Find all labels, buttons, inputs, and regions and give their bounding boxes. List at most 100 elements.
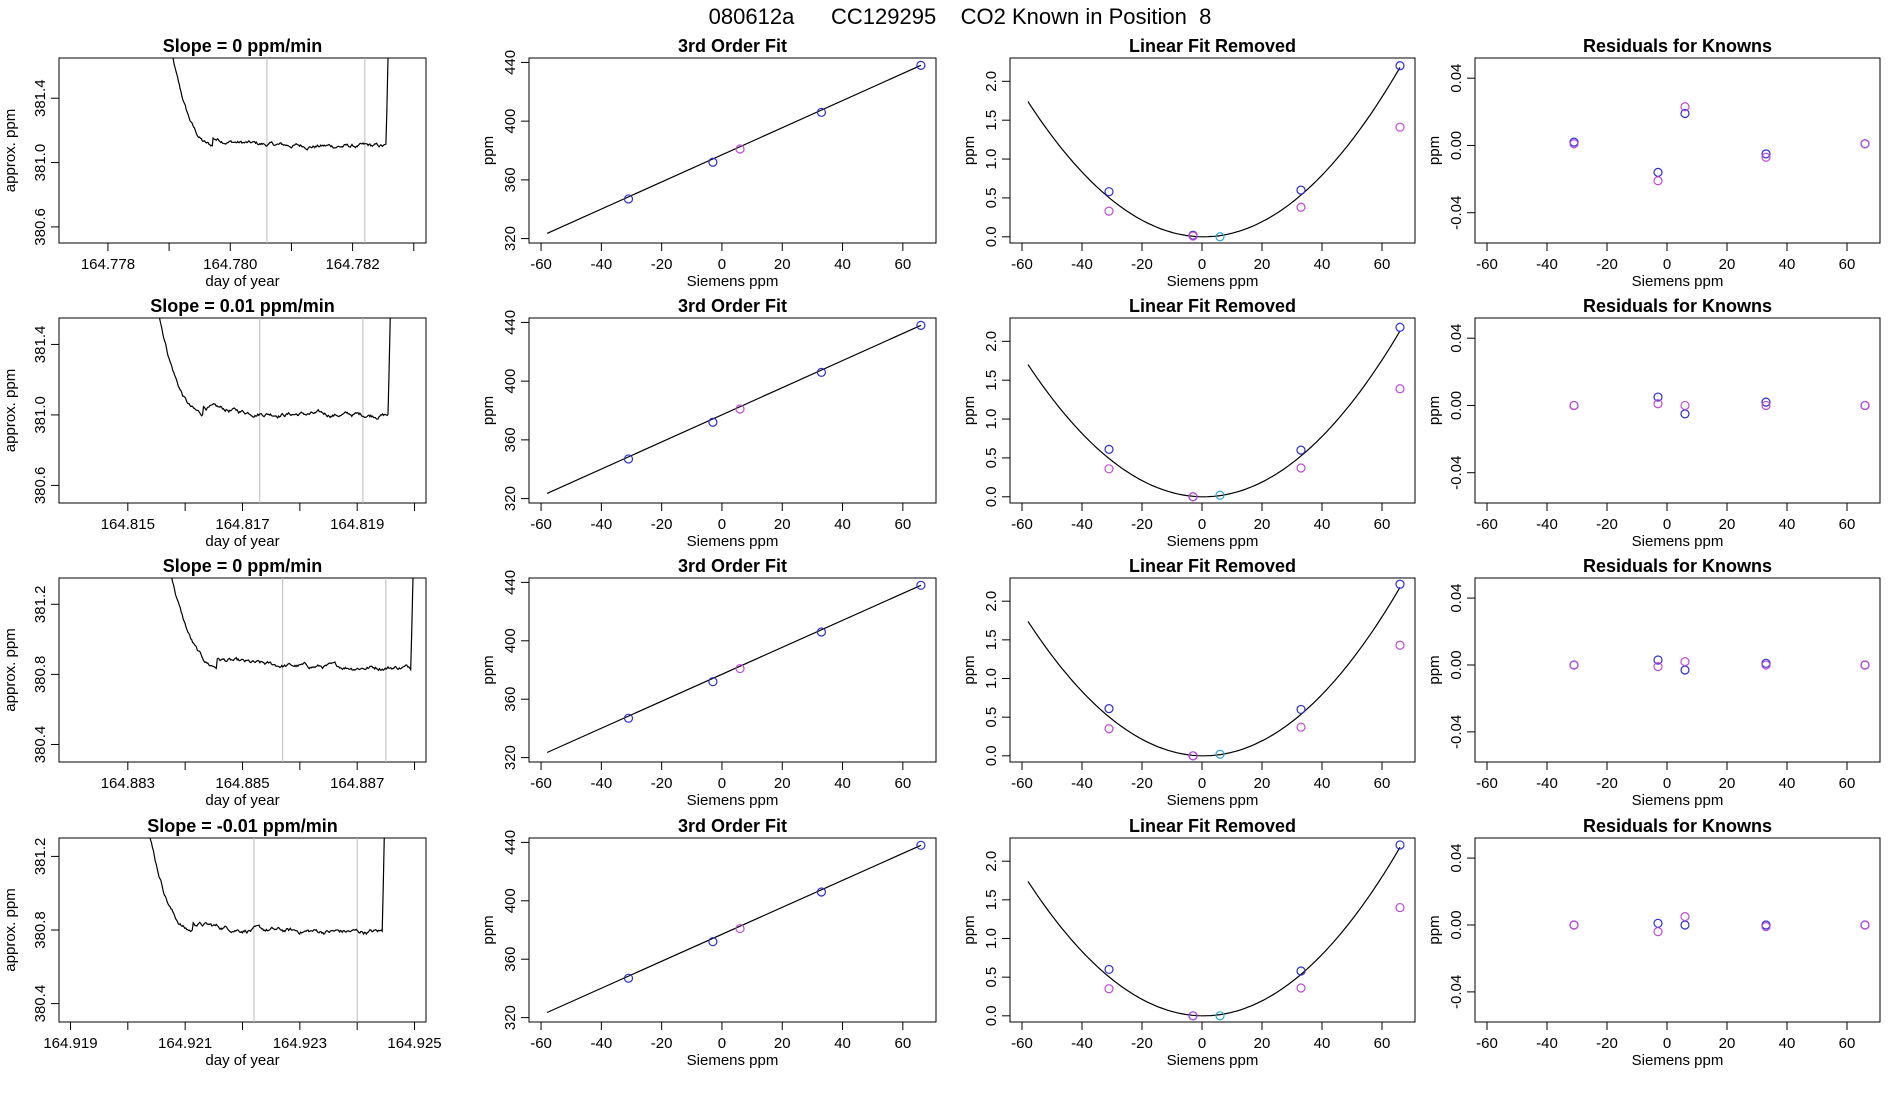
panel-r3-c3: Residuals for Knowns -60 -40 -20 0 20 40 60 -0.0… [1426, 816, 1881, 1069]
x-tick-label: 20 [1254, 256, 1271, 273]
x-tick-label: 0 [1198, 775, 1206, 792]
x-tick-label: 164.887 [330, 775, 384, 792]
x-tick-label: 0 [1663, 1035, 1671, 1052]
x-axis-label: day of year [205, 792, 279, 809]
x-tick-label: 60 [894, 516, 911, 533]
panel-title: Linear Fit Removed [1129, 556, 1296, 576]
x-tick-label: 40 [1314, 256, 1331, 273]
x-tick-label: 20 [1254, 1035, 1271, 1052]
x-axis-label: day of year [205, 273, 279, 290]
plot-area [1569, 912, 1870, 937]
data-point [1395, 840, 1405, 850]
plot-area [172, 58, 389, 243]
x-tick-label: 0 [1663, 516, 1671, 533]
data-point [1761, 660, 1771, 670]
x-tick-label: -60 [1011, 775, 1033, 792]
x-tick-label: 40 [1314, 1035, 1331, 1052]
y-tick-label: 380.4 [32, 726, 49, 764]
x-tick-label: 164.921 [158, 1035, 212, 1052]
data-point [1104, 964, 1114, 975]
x-tick-label: 0 [1198, 516, 1206, 533]
x-tick-label: 60 [894, 775, 911, 792]
plot-area [1569, 392, 1870, 419]
y-tick-label: 380.4 [32, 985, 49, 1023]
x-tick-label: -60 [1476, 256, 1498, 273]
x-tick-label: -20 [1596, 775, 1618, 792]
data-point [1653, 655, 1663, 665]
fit-line [546, 844, 922, 1014]
x-tick-label: -60 [1011, 516, 1033, 533]
panel-title: Linear Fit Removed [1129, 36, 1296, 56]
y-tick-label: 400 [502, 628, 519, 653]
data-point [1188, 231, 1198, 241]
data-point [1860, 139, 1870, 149]
y-tick-label: 0.5 [983, 447, 1000, 468]
data-point [1680, 409, 1690, 419]
y-tick-label: 0.00 [1448, 391, 1465, 420]
data-point [1104, 984, 1114, 994]
x-tick-label: -60 [1476, 1035, 1498, 1052]
y-tick-label: -0.04 [1448, 456, 1465, 490]
data-point [1395, 322, 1405, 332]
data-point [1296, 966, 1306, 976]
x-axis-label: day of year [205, 533, 279, 550]
x-axis-label: Siemens ppm [687, 792, 779, 809]
x-tick-label: 40 [1314, 516, 1331, 533]
y-tick-label: 1.0 [983, 409, 1000, 430]
y-tick-label: 320 [502, 745, 519, 770]
plot-area [546, 840, 926, 1014]
x-tick-label: 0 [1198, 256, 1206, 273]
y-tick-label: 2.0 [983, 71, 1000, 92]
data-point [1653, 927, 1663, 937]
fit-curve [1027, 330, 1401, 498]
x-tick-label: 164.819 [330, 516, 384, 533]
y-tick-label: 360 [502, 427, 519, 452]
y-axis-label: ppm [480, 396, 497, 425]
x-tick-label: 40 [834, 256, 851, 273]
x-tick-label: -20 [1131, 775, 1153, 792]
y-tick-label: 381.2 [32, 838, 49, 876]
x-tick-label: -20 [1596, 1035, 1618, 1052]
data-point [1215, 1011, 1225, 1021]
data-point [1215, 490, 1225, 500]
x-tick-label: -60 [1476, 516, 1498, 533]
data-point [1761, 152, 1771, 162]
data-point [1296, 983, 1306, 993]
x-tick-label: -40 [1071, 1035, 1093, 1052]
panel-r0-c3: Residuals for Knowns -60 -40 -20 0 20 40 60 -0.0… [1426, 36, 1881, 290]
panel-title: 3rd Order Fit [678, 296, 787, 316]
y-tick-label: 0.04 [1448, 843, 1465, 872]
data-point [708, 677, 718, 687]
fit-line [546, 584, 922, 754]
plot-area [1027, 322, 1405, 502]
x-tick-label: 60 [1839, 775, 1856, 792]
y-axis-label: ppm [1426, 396, 1443, 425]
plot-frame [1474, 317, 1881, 504]
data-point [1296, 704, 1306, 715]
y-axis-label: approx. ppm [2, 628, 19, 711]
y-tick-label: 440 [502, 50, 519, 75]
x-tick-label: 20 [774, 256, 791, 273]
data-point [1395, 579, 1405, 589]
plot-area [1027, 840, 1405, 1021]
plot-frame [1009, 577, 1416, 763]
x-axis-label: Siemens ppm [687, 1052, 779, 1069]
x-tick-label: -40 [1536, 256, 1558, 273]
panel-r0-c1: 3rd Order Fit -60 -40 -20 0 20 40 60 320 360 400 44… [480, 36, 937, 290]
plot-area [1569, 655, 1870, 675]
x-tick-label: -60 [530, 256, 552, 273]
y-tick-label: 400 [502, 369, 519, 394]
panel-title: Residuals for Knowns [1583, 556, 1772, 576]
plot-frame [1009, 837, 1416, 1023]
data-point [916, 840, 926, 850]
data-point [1296, 722, 1306, 732]
x-tick-label: 60 [894, 1035, 911, 1052]
data-point [1296, 202, 1306, 212]
y-tick-label: 1.0 [983, 928, 1000, 949]
y-tick-label: 400 [502, 109, 519, 134]
x-tick-label: 20 [1719, 256, 1736, 273]
data-point [735, 144, 745, 154]
x-tick-label: 0 [718, 1035, 726, 1052]
panel-title: 3rd Order Fit [678, 556, 787, 576]
